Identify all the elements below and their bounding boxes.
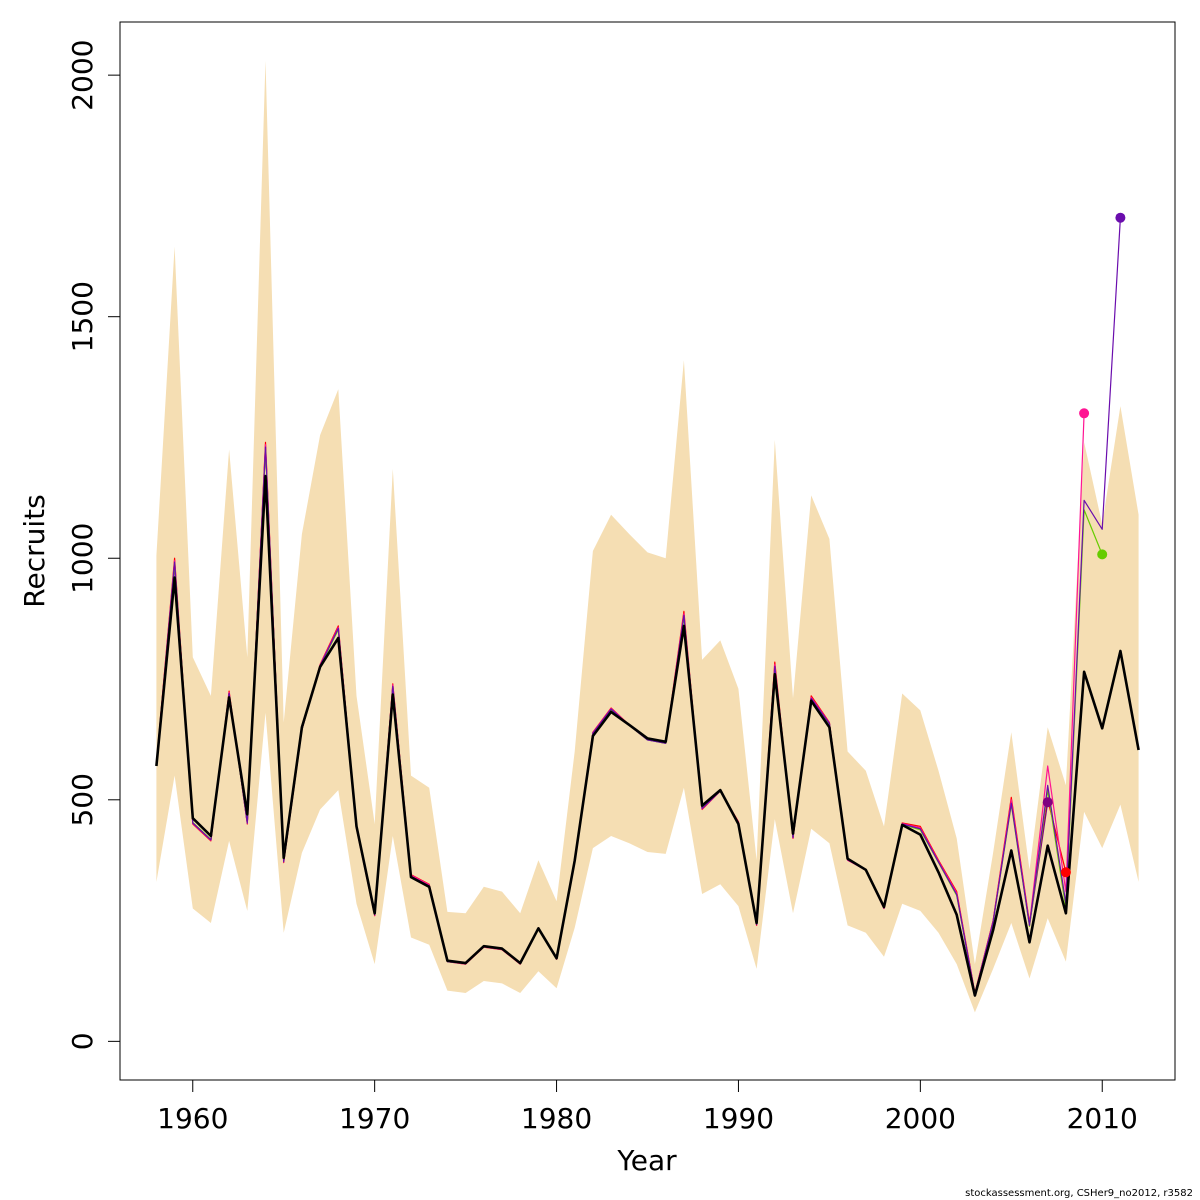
confidence-band xyxy=(156,60,1139,1013)
series-lines xyxy=(155,217,1140,997)
x-axis: 1960 1970 1980 1990 2000 2010 xyxy=(157,1079,1138,1135)
y-tick-label-1000: 1000 xyxy=(66,523,99,594)
series-end-point-3 xyxy=(1097,549,1108,560)
x-axis-title: Year xyxy=(616,1144,677,1177)
series-end-point-1 xyxy=(1042,797,1053,808)
series-line-5 xyxy=(155,474,1140,997)
x-tick-label-1960: 1960 xyxy=(157,1102,228,1135)
y-tick-label-2000: 2000 xyxy=(66,40,99,111)
y-axis-title: Recruits xyxy=(18,494,51,607)
series-end-point-2 xyxy=(1079,408,1090,419)
y-axis: 0 500 1000 1500 2000 xyxy=(66,40,121,1050)
y-tick-label-0: 0 xyxy=(66,1032,99,1050)
series-end-point-0 xyxy=(1060,867,1071,878)
series-end-markers xyxy=(1042,212,1126,878)
y-tick-label-500: 500 xyxy=(66,773,99,826)
series-end-point-4 xyxy=(1115,212,1126,223)
x-tick-label-2000: 2000 xyxy=(885,1102,956,1135)
credit-text: stockassessment.org, CSHer9_no2012, r358… xyxy=(965,1188,1193,1199)
confidence-band-area xyxy=(156,60,1139,1013)
y-tick-label-1500: 1500 xyxy=(66,281,99,352)
x-tick-label-1980: 1980 xyxy=(521,1102,592,1135)
x-tick-label-1970: 1970 xyxy=(339,1102,410,1135)
x-tick-label-1990: 1990 xyxy=(703,1102,774,1135)
x-tick-label-2010: 2010 xyxy=(1067,1102,1138,1135)
